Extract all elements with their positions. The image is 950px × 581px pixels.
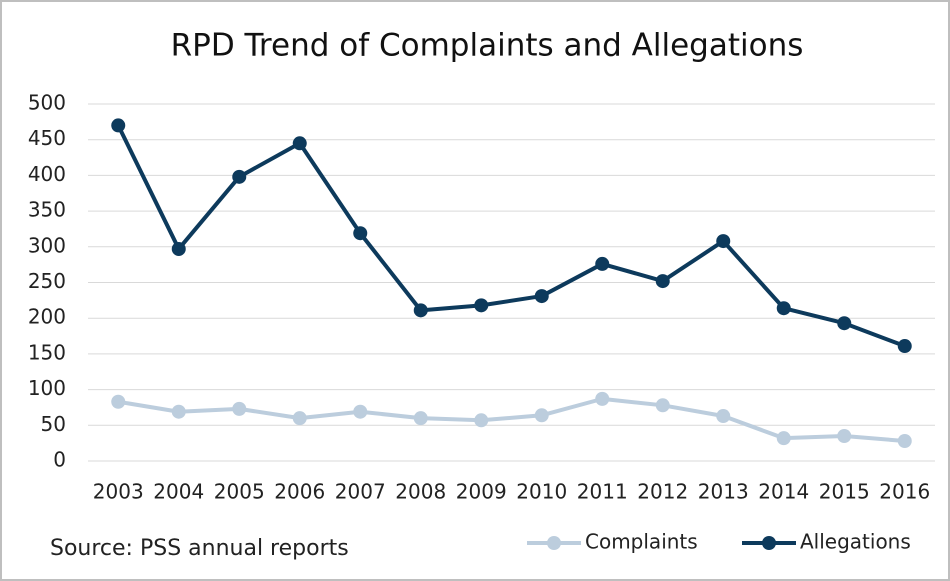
x-tick-label: 2015 — [819, 480, 870, 504]
data-point — [232, 169, 247, 184]
data-point — [897, 339, 912, 354]
data-point — [171, 241, 186, 256]
data-point — [474, 298, 489, 313]
series-line — [117, 396, 905, 444]
y-tick-label: 250 — [28, 269, 66, 293]
data-point — [534, 408, 549, 423]
x-tick-label: 2008 — [395, 480, 446, 504]
data-point — [292, 411, 307, 426]
y-tick-label: 200 — [28, 305, 66, 329]
data-point — [595, 256, 610, 271]
data-point — [474, 413, 489, 428]
data-point — [171, 404, 186, 419]
legend-label: Allegations — [800, 530, 911, 554]
data-point — [232, 401, 247, 416]
source-note: Source: PSS annual reports — [50, 536, 349, 561]
x-tick-label: 2016 — [879, 480, 930, 504]
x-tick-label: 2010 — [516, 480, 567, 504]
data-point — [897, 434, 912, 449]
x-tick-label: 2004 — [153, 480, 204, 504]
data-point — [292, 136, 307, 151]
data-point — [353, 404, 368, 419]
data-point — [595, 391, 610, 406]
data-point — [716, 234, 731, 249]
data-point — [353, 226, 368, 241]
x-tick-label: 2007 — [335, 480, 386, 504]
data-point — [837, 316, 852, 331]
x-tick-label: 2013 — [698, 480, 749, 504]
y-tick-label: 100 — [28, 376, 66, 400]
x-tick-label: 2014 — [758, 480, 809, 504]
chart-title: RPD Trend of Complaints and Allegations — [171, 28, 804, 64]
legend-marker — [547, 536, 561, 550]
data-point — [534, 289, 549, 304]
legend-label: Complaints — [585, 530, 698, 554]
y-tick-label: 150 — [28, 340, 66, 364]
y-tick-label: 50 — [41, 412, 66, 436]
y-tick-label: 450 — [28, 126, 66, 150]
data-point — [413, 303, 428, 318]
series-line — [116, 124, 906, 348]
x-tick-label: 2012 — [637, 480, 688, 504]
y-tick-label: 0 — [53, 448, 66, 472]
legend-marker — [762, 536, 776, 550]
y-tick-label: 300 — [28, 233, 66, 257]
x-tick-label: 2009 — [456, 480, 507, 504]
y-tick-label: 400 — [28, 162, 66, 186]
data-point — [716, 409, 731, 424]
data-point — [655, 398, 670, 413]
data-point — [111, 118, 126, 133]
data-point — [837, 429, 852, 444]
x-tick-label: 2011 — [577, 480, 628, 504]
data-point — [776, 431, 791, 446]
data-point — [413, 411, 428, 426]
data-point — [111, 394, 126, 409]
x-tick-label: 2003 — [93, 480, 144, 504]
data-point — [655, 274, 670, 289]
y-tick-label: 350 — [28, 198, 66, 222]
x-tick-label: 2005 — [214, 480, 265, 504]
x-tick-label: 2006 — [274, 480, 325, 504]
y-tick-label: 500 — [28, 91, 66, 115]
data-point — [776, 301, 791, 316]
